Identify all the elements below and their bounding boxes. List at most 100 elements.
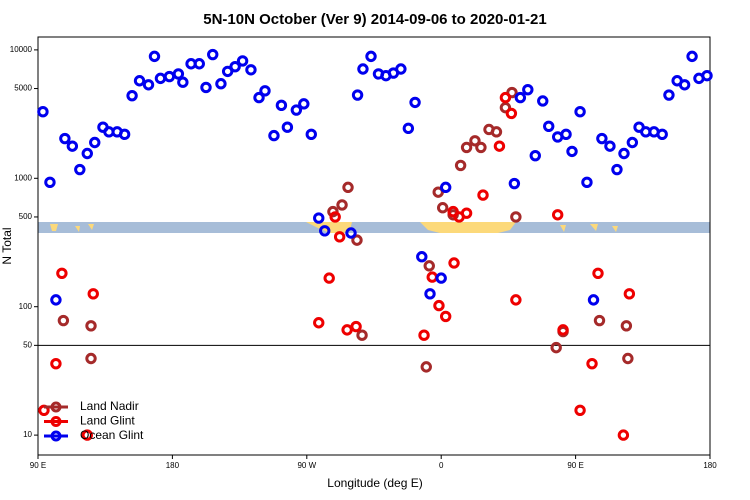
scatter-point — [623, 288, 636, 300]
scatter-point — [229, 60, 241, 73]
scatter-point — [275, 99, 288, 112]
scatter-point — [423, 260, 435, 272]
scatter-point — [574, 404, 586, 417]
scatter-point — [365, 50, 377, 63]
scatter-point — [356, 329, 368, 341]
scatter-point — [529, 149, 541, 162]
scatter-point — [469, 135, 481, 147]
x-tick-label: 90 E — [30, 461, 46, 470]
scatter-point — [433, 299, 445, 312]
scatter-point — [617, 429, 630, 441]
scatter-point — [510, 294, 522, 306]
scatter-point — [215, 78, 227, 90]
scatter-point — [38, 404, 50, 417]
scatter-point — [81, 147, 93, 160]
scatter-point — [323, 272, 335, 284]
scatter-point — [587, 294, 600, 306]
y-tick-label: 100 — [19, 302, 33, 311]
scatter-point — [66, 140, 79, 152]
scatter-point — [345, 227, 357, 239]
scatter-point — [604, 140, 616, 152]
legend-label: Land Glint — [80, 414, 135, 428]
legend-marker — [50, 416, 62, 427]
legend-label: Land Nadir — [80, 399, 139, 413]
scatter-point — [436, 202, 449, 214]
scatter-point — [424, 288, 436, 300]
y-tick-label: 50 — [23, 340, 32, 349]
scatter-point — [592, 267, 604, 280]
scatter-point — [259, 85, 271, 97]
scatter-point — [663, 89, 675, 101]
scatter-point — [460, 207, 473, 219]
scatter-point — [508, 177, 521, 190]
scatter-point — [81, 429, 93, 441]
scatter-point — [37, 106, 49, 118]
scatter-point — [620, 320, 633, 332]
land-shape — [420, 222, 516, 233]
scatter-point — [342, 181, 354, 194]
scatter-point — [163, 70, 176, 83]
x-tick-label: 180 — [166, 461, 180, 470]
scatter-point — [622, 352, 634, 365]
scatter-point — [505, 107, 518, 120]
scatter-point — [281, 121, 294, 133]
scatter-point — [74, 163, 86, 176]
legend-label: Ocean Glint — [80, 428, 144, 442]
scatter-point — [290, 104, 303, 116]
scatter-point — [59, 132, 71, 145]
legend-marker — [50, 401, 62, 413]
scatter-point — [574, 106, 586, 118]
scatter-point — [656, 128, 668, 141]
x-tick-label: 90 E — [567, 461, 583, 470]
scatter-point — [514, 91, 527, 104]
scatter-point — [460, 141, 473, 154]
scatter-point — [350, 320, 362, 333]
scatter-point — [313, 212, 325, 224]
scatter-point — [177, 76, 189, 88]
scatter-point — [336, 199, 348, 211]
scatter-point — [448, 257, 460, 269]
scatter-point — [537, 95, 549, 107]
scatter-point — [333, 231, 346, 243]
scatter-point — [133, 75, 146, 87]
scatter-point — [351, 89, 364, 101]
x-axis-label: Longitude (deg E) — [327, 476, 422, 490]
scatter-point — [686, 50, 698, 63]
scatter-point — [550, 341, 562, 354]
scatter-point — [329, 211, 341, 223]
scatter-point — [126, 89, 138, 102]
scatter-point — [586, 357, 598, 370]
scatter-point — [245, 64, 257, 76]
scatter-point — [85, 320, 97, 332]
scatter-point — [253, 91, 265, 104]
scatter-point — [298, 98, 310, 110]
scatter-point — [44, 176, 56, 189]
y-tick-label: 5000 — [14, 84, 32, 93]
scatter-point — [313, 317, 325, 329]
y-tick-label: 500 — [19, 212, 33, 221]
legend-marker — [50, 430, 62, 442]
scatter-point — [357, 63, 369, 75]
scatter-point — [409, 96, 421, 109]
scatter-point — [510, 211, 522, 223]
scatter-point — [701, 69, 713, 82]
scatter-point — [148, 50, 161, 63]
scatter-point — [435, 272, 447, 284]
scatter-point — [626, 136, 639, 149]
scatter-point — [236, 55, 249, 67]
scatter-point — [678, 79, 691, 91]
scatter-point — [56, 267, 68, 280]
scatter-point — [490, 126, 503, 138]
scatter-point — [596, 132, 608, 145]
scatter-point — [402, 122, 415, 135]
scatter-point — [475, 141, 487, 154]
y-axis-label: N Total — [0, 227, 14, 264]
scatter-point — [560, 128, 572, 141]
scatter-point — [439, 181, 452, 194]
scatter-point — [420, 361, 432, 373]
x-tick-label: 180 — [703, 461, 717, 470]
scatter-point — [50, 357, 62, 370]
scatter-point — [566, 145, 578, 158]
scatter-point — [454, 159, 467, 172]
